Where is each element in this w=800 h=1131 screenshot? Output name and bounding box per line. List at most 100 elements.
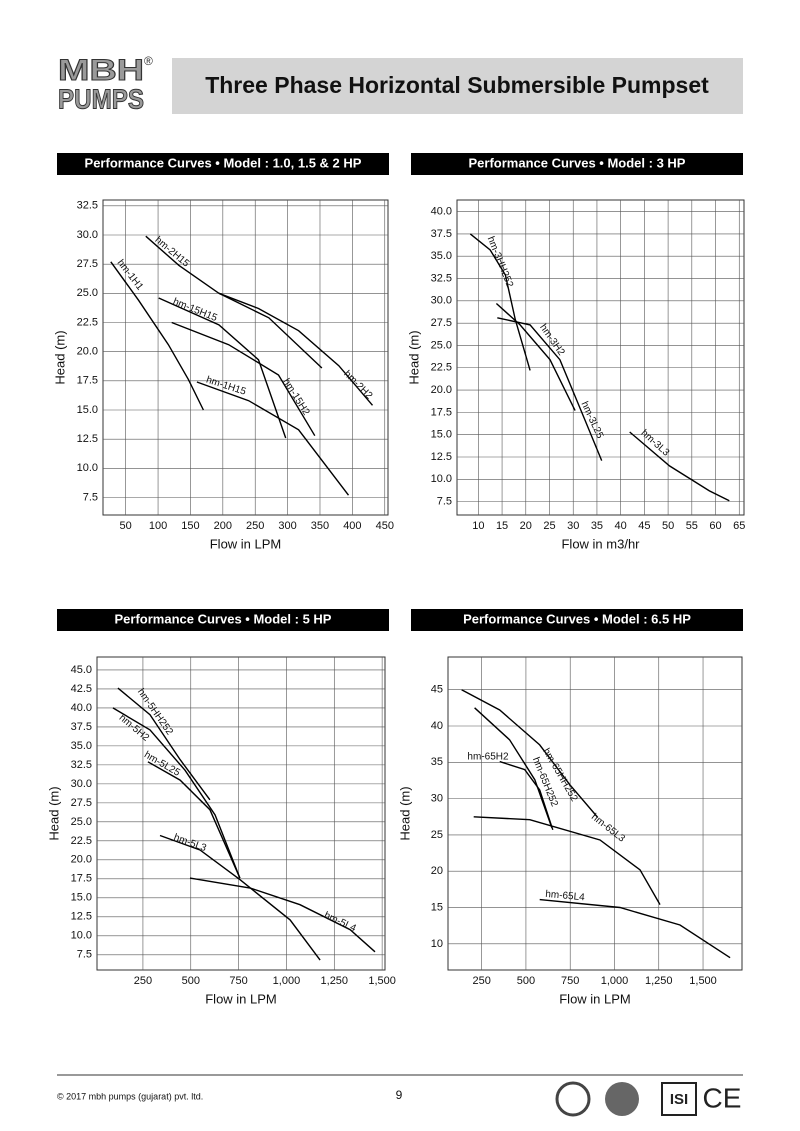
curve (461, 689, 599, 818)
y-tick-label: 15 (431, 901, 443, 913)
y-tick-label: 35.0 (431, 250, 452, 262)
y-tick-label: 27.5 (77, 258, 98, 270)
logo-bottom: PUMPS (58, 83, 144, 114)
y-tick-label: 40.0 (431, 206, 452, 218)
chart-title-bar (57, 153, 389, 175)
y-tick-label: 7.5 (83, 491, 98, 503)
plot-area (102, 199, 389, 516)
chart-title-bar (57, 609, 389, 631)
x-tick-label: 40 (615, 520, 627, 532)
y-tick-label: 17.5 (77, 375, 98, 387)
y-tick-label: 22.5 (77, 316, 98, 328)
y-tick-label: 25 (431, 829, 443, 841)
curve (158, 297, 287, 439)
x-tick-label: 1,250 (321, 975, 349, 987)
y-tick-label: 7.5 (437, 496, 452, 508)
x-tick-label: 250 (246, 520, 264, 532)
chart-title-bar (411, 609, 743, 631)
y-tick-label: 25.0 (71, 816, 92, 828)
plot-area (96, 656, 386, 971)
y-tick-label: 32.5 (431, 272, 452, 284)
x-tick-label: 450 (376, 520, 394, 532)
chart-title: Performance Curves • Model : 1.0, 1.5 & … (85, 155, 362, 170)
x-tick-label: 50 (662, 520, 674, 532)
curve (189, 877, 376, 953)
y-tick-label: 27.5 (71, 797, 92, 809)
title-bar (172, 58, 743, 114)
curve (196, 381, 350, 496)
x-tick-label: 500 (182, 975, 200, 987)
y-tick-label: 22.5 (71, 835, 92, 847)
page-title: Three Phase Horizontal Submersible Pumps… (205, 72, 709, 98)
x-tick-label: 10 (472, 520, 484, 532)
y-axis-label: Head (m) (46, 786, 61, 840)
chart-title: Performance Curves • Model : 6.5 HP (463, 611, 691, 626)
curve (218, 292, 374, 406)
y-tick-label: 30.0 (431, 295, 452, 307)
x-axis-label: Flow in LPM (210, 536, 282, 551)
y-tick-label: 37.5 (431, 228, 452, 240)
x-tick-label: 1,500 (368, 975, 396, 987)
y-axis-label: Head (m) (397, 786, 412, 840)
x-tick-label: 55 (686, 520, 698, 532)
curve (539, 898, 731, 959)
y-tick-label: 20 (431, 865, 443, 877)
chart-title: Performance Curves • Model : 3 HP (469, 155, 686, 170)
logo-top: MBH (58, 54, 144, 87)
y-tick-label: 32.5 (71, 759, 92, 771)
x-tick-label: 350 (311, 520, 329, 532)
y-tick-label: 10 (431, 938, 443, 950)
curve (473, 816, 661, 905)
x-tick-label: 20 (520, 520, 532, 532)
curve (110, 261, 205, 411)
logo-registered: ® (144, 54, 153, 68)
y-tick-label: 37.5 (71, 721, 92, 733)
curve (474, 707, 553, 828)
chart-title-bar (411, 153, 743, 175)
x-tick-label: 250 (134, 975, 152, 987)
x-tick-label: 50 (120, 520, 132, 532)
curve (499, 760, 554, 831)
x-axis-label: Flow in m3/hr (561, 536, 640, 551)
y-tick-label: 22.5 (431, 362, 452, 374)
x-axis-label: Flow in LPM (205, 991, 277, 1006)
y-tick-label: 7.5 (77, 949, 92, 961)
energy-seal (605, 1082, 639, 1116)
chart-title: Performance Curves • Model : 5 HP (115, 611, 332, 626)
y-tick-label: 15.0 (431, 429, 452, 441)
curve (117, 687, 211, 801)
y-tick-label: 17.5 (71, 873, 92, 885)
curve (159, 834, 321, 961)
x-tick-label: 1,000 (273, 975, 301, 987)
y-tick-label: 15.0 (71, 892, 92, 904)
x-tick-label: 250 (472, 975, 490, 987)
y-tick-label: 32.5 (77, 200, 98, 212)
y-tick-label: 15.0 (77, 404, 98, 416)
curve-label: hm-65H2 (467, 752, 509, 763)
copyright: © 2017 mbh pumps (gujarat) pvt. ltd. (57, 1091, 203, 1101)
page-number: 9 (396, 1088, 403, 1102)
y-tick-label: 25.0 (431, 339, 452, 351)
x-tick-label: 1,000 (601, 975, 629, 987)
x-axis-label: Flow in LPM (559, 991, 631, 1006)
x-tick-label: 750 (229, 975, 247, 987)
y-tick-label: 42.5 (71, 683, 92, 695)
y-tick-label: 27.5 (431, 317, 452, 329)
y-tick-label: 35.0 (71, 740, 92, 752)
x-tick-label: 300 (278, 520, 296, 532)
y-tick-label: 25.0 (77, 287, 98, 299)
x-tick-label: 500 (517, 975, 535, 987)
x-tick-label: 15 (496, 520, 508, 532)
y-tick-label: 10.0 (431, 473, 452, 485)
curve (495, 302, 576, 411)
curve (629, 431, 730, 502)
y-tick-label: 45 (431, 684, 443, 696)
x-tick-label: 150 (181, 520, 199, 532)
y-tick-label: 20.0 (71, 854, 92, 866)
x-tick-label: 60 (709, 520, 721, 532)
x-tick-label: 750 (561, 975, 579, 987)
curve (112, 707, 241, 879)
y-tick-label: 12.5 (77, 433, 98, 445)
x-tick-label: 1,250 (645, 975, 673, 987)
x-tick-label: 100 (149, 520, 167, 532)
